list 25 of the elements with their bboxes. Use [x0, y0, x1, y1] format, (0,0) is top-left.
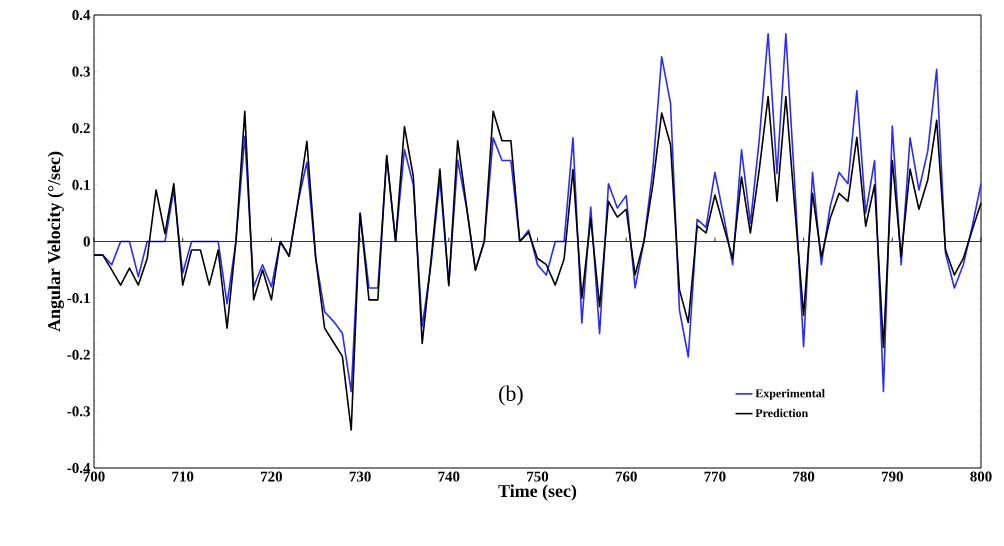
y-axis-title: Angular Velocity (°/sec)	[47, 151, 64, 332]
x-tick-label: 790	[881, 471, 903, 482]
x-tick-label: 710	[172, 471, 194, 482]
x-tick-label: 730	[349, 471, 371, 482]
x-tick-label: 700	[83, 471, 105, 482]
y-tick-label: -0.2	[67, 349, 90, 360]
legend-label: Experimental	[755, 388, 825, 400]
y-tick-label: -0.4	[67, 462, 91, 474]
y-tick-label: 0.2	[72, 123, 90, 134]
x-tick-label: 750	[527, 471, 549, 482]
annotation: (b)	[499, 385, 523, 406]
x-tick-label: 800	[970, 471, 992, 482]
y-tick-label: -0.1	[67, 293, 90, 304]
y-tick-label: -0.3	[67, 406, 90, 417]
y-tick-label: 0.1	[72, 179, 90, 190]
x-tick-label: 760	[615, 471, 637, 482]
x-tick-label: 780	[793, 471, 815, 482]
legend-label: Prediction	[755, 408, 809, 418]
y-tick-label: 0.3	[72, 66, 90, 77]
x-tick-label: 770	[704, 471, 726, 482]
x-tick-label: 740	[438, 471, 460, 482]
x-tick-label: 720	[261, 471, 283, 482]
x-axis-title: Time (sec)	[498, 484, 577, 501]
y-tick-label: 0	[83, 236, 90, 247]
y-tick-label: 0.4	[72, 9, 91, 21]
